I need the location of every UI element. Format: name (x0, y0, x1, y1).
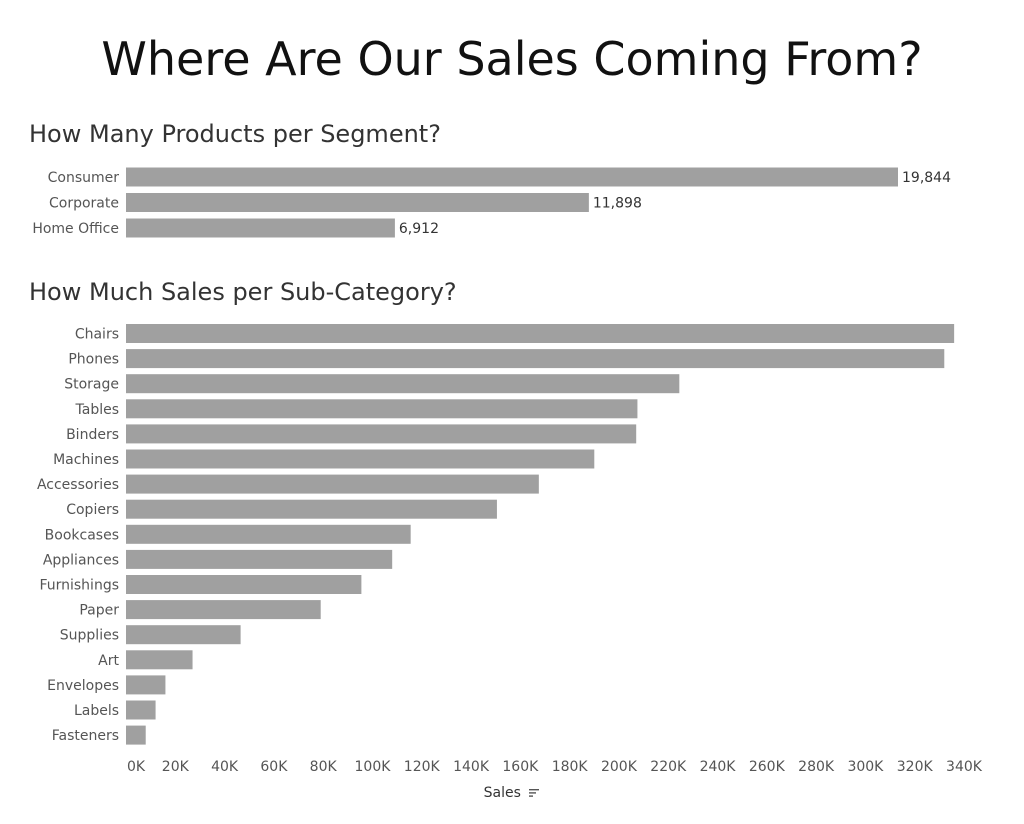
subcategory-bar[interactable] (126, 324, 955, 343)
subcategory-bar[interactable] (126, 549, 393, 569)
subcategory-bar[interactable] (126, 524, 411, 544)
segment-bar[interactable] (126, 218, 395, 238)
segment-chart-title: How Many Products per Segment? (29, 120, 441, 148)
subcategory-label: Accessories (37, 477, 119, 493)
subcategory-label: Envelopes (47, 678, 119, 694)
x-tick-label: 20K (162, 759, 190, 775)
subcategory-bar[interactable] (126, 499, 497, 519)
x-tick-label: 240K (700, 759, 737, 775)
x-tick-label: 180K (552, 759, 589, 775)
subcategory-label: Fasteners (52, 728, 119, 744)
subcategory-bar[interactable] (126, 424, 637, 444)
subcategory-label: Storage (64, 377, 119, 393)
subcategory-label: Labels (74, 703, 119, 719)
x-tick-label: 60K (260, 759, 288, 775)
subcategory-bar[interactable] (126, 399, 638, 419)
subcategory-label: Tables (75, 402, 120, 418)
subcategory-label: Phones (68, 352, 119, 368)
x-tick-label: 220K (650, 759, 687, 775)
subcategory-bar[interactable] (126, 449, 595, 469)
subcategory-chart-title: How Much Sales per Sub-Category? (29, 278, 457, 306)
subcategory-label: Bookcases (45, 527, 119, 543)
x-tick-label: 300K (847, 759, 884, 775)
segment-data-label: 19,844 (902, 170, 951, 186)
x-tick-label: 0K (127, 759, 146, 775)
subcategory-label: Machines (53, 452, 119, 468)
sort-descending-icon[interactable] (528, 787, 540, 799)
x-axis-title-label: Sales (483, 785, 521, 801)
subcategory-bar[interactable] (126, 675, 166, 695)
subcategory-label: Appliances (43, 552, 119, 568)
x-tick-label: 340K (946, 759, 983, 775)
x-tick-label: 280K (798, 759, 835, 775)
subcategory-label: Supplies (60, 628, 119, 644)
x-tick-label: 100K (355, 759, 392, 775)
x-tick-label: 40K (211, 759, 239, 775)
segment-category-label: Home Office (32, 221, 119, 237)
segment-data-label: 11,898 (593, 196, 642, 212)
subcategory-bar[interactable] (126, 650, 193, 670)
subcategory-bar[interactable] (126, 625, 241, 645)
dashboard-title: Where Are Our Sales Coming From? (101, 32, 923, 86)
x-axis-title[interactable]: Sales (0, 785, 1024, 801)
subcategory-label: Paper (79, 603, 119, 619)
segment-category-label: Corporate (49, 196, 119, 212)
subcategory-bar[interactable] (126, 725, 146, 745)
subcategory-label: Furnishings (39, 578, 119, 594)
segment-data-label: 6,912 (399, 221, 439, 237)
x-tick-label: 80K (310, 759, 338, 775)
subcategory-label: Binders (66, 427, 119, 443)
subcategory-bar[interactable] (126, 600, 321, 620)
subcategory-bar[interactable] (126, 474, 539, 494)
subcategory-bar[interactable] (126, 374, 680, 394)
subcategory-label: Chairs (75, 327, 119, 343)
x-tick-label: 140K (453, 759, 490, 775)
segment-bar[interactable] (126, 193, 589, 212)
subcategory-bar[interactable] (126, 349, 945, 369)
x-tick-label: 120K (404, 759, 441, 775)
subcategory-label: Copiers (66, 502, 119, 518)
x-tick-label: 200K (601, 759, 638, 775)
x-tick-label: 260K (749, 759, 786, 775)
segment-bar[interactable] (126, 167, 898, 187)
x-tick-label: 160K (502, 759, 539, 775)
x-tick-label: 320K (897, 759, 934, 775)
subcategory-bar[interactable] (126, 700, 156, 720)
segment-category-label: Consumer (48, 170, 120, 186)
subcategory-label: Art (98, 653, 119, 669)
subcategory-bar[interactable] (126, 575, 362, 594)
